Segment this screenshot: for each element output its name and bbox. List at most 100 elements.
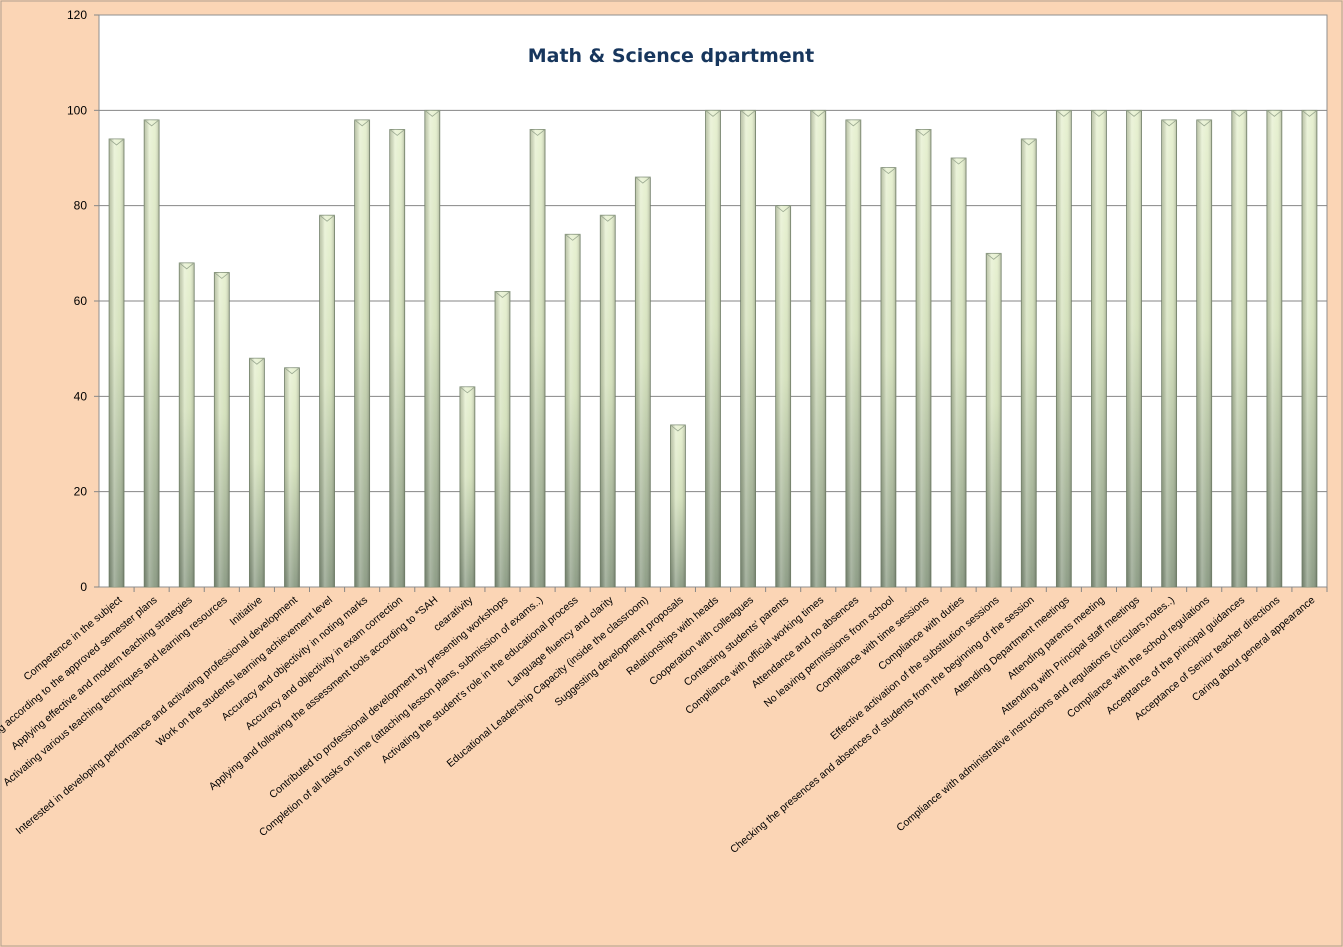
bar (670, 424, 686, 588)
bar-shading (1301, 110, 1317, 587)
bar (705, 109, 721, 588)
bar-shading (775, 205, 791, 587)
bar-shading (144, 119, 160, 587)
bar-shading (565, 234, 581, 587)
bar-top-cap (1301, 110, 1318, 117)
bar-shading (845, 119, 861, 587)
bar-shading (1091, 110, 1107, 587)
bar-shading (424, 110, 440, 587)
bar-top-cap (775, 205, 791, 213)
bar-top-cap (635, 176, 651, 184)
bar-top-cap (424, 110, 441, 117)
bar-shading (530, 129, 546, 587)
bar-shading (916, 129, 932, 587)
bar-top-cap (1021, 138, 1037, 146)
bar (599, 214, 616, 588)
bar (985, 252, 1002, 588)
bar (740, 109, 756, 588)
x-category-label: Applying and following the assessment to… (207, 594, 441, 793)
bar-top-cap (1196, 119, 1212, 127)
bar-shading (109, 138, 125, 587)
y-tick-label: 80 (74, 199, 88, 213)
bar-shading (986, 253, 1002, 588)
y-tick-label: 0 (80, 580, 87, 594)
bar-shading (810, 110, 826, 587)
bar (284, 367, 300, 588)
bar-top-cap (1091, 110, 1107, 117)
bar (213, 271, 230, 588)
chart-title: Math & Science dpartment (528, 45, 815, 67)
bar-top-cap (178, 262, 195, 270)
bar (1091, 109, 1107, 588)
bar-top-cap (1126, 110, 1142, 117)
y-axis-ticks: 0 20 40 60 80 100 120 (67, 8, 99, 594)
bar-shading (354, 119, 370, 587)
bar-shading (319, 215, 335, 587)
bar-shading (1231, 110, 1247, 587)
bar-top-cap (1231, 110, 1248, 117)
bar (775, 205, 792, 588)
bar-top-cap (950, 157, 967, 165)
bar (529, 128, 546, 588)
bar (494, 291, 511, 588)
bar-top-cap (670, 424, 686, 432)
bar (354, 119, 371, 588)
bar-shading (1196, 119, 1212, 587)
bar-top-cap (599, 214, 616, 222)
bar-top-cap (810, 110, 827, 117)
bar (634, 176, 651, 588)
bar-top-cap (249, 357, 265, 365)
bar-top-cap (1161, 119, 1177, 127)
bar (1196, 119, 1213, 588)
bar-shading (880, 167, 896, 588)
bar-top-cap (459, 386, 476, 394)
bar (178, 262, 195, 588)
bar (1301, 109, 1318, 588)
bar-top-cap (705, 110, 721, 117)
bar-shading (284, 367, 300, 587)
bar-shading (389, 129, 405, 587)
bar (915, 128, 932, 588)
bar (389, 128, 406, 588)
bar-top-cap (494, 291, 511, 298)
bar-top-cap (108, 138, 125, 146)
bar (1231, 109, 1248, 588)
y-tick-label: 60 (74, 294, 88, 308)
bar-top-cap (354, 119, 370, 127)
bar-shading (1021, 138, 1037, 587)
bars (108, 109, 1318, 588)
x-category-label: Suggesting development proposals (552, 594, 685, 709)
bar-top-cap (529, 129, 546, 136)
bar (564, 233, 581, 588)
bar-shading (494, 291, 510, 587)
bar-top-cap (564, 233, 581, 241)
y-tick-label: 20 (74, 485, 88, 499)
bar-top-cap (915, 129, 932, 136)
bar-top-cap (1056, 110, 1072, 117)
bar-shading (600, 215, 616, 587)
bar-top-cap (740, 110, 756, 117)
bar (845, 119, 862, 588)
bar-shading (635, 177, 651, 588)
y-tick-label: 40 (74, 389, 88, 403)
bar-shading (1056, 110, 1072, 587)
bar (950, 157, 967, 588)
bar-shading (705, 110, 721, 587)
bar-top-cap (319, 214, 335, 222)
bar-shading (670, 424, 686, 587)
bar-shading (1126, 110, 1142, 587)
bar (424, 109, 441, 588)
bar (1266, 109, 1283, 588)
bar (459, 386, 476, 588)
bar-shading (1266, 110, 1282, 587)
bar-top-cap (985, 253, 1002, 260)
bar-shading (1161, 119, 1177, 587)
bar (143, 119, 160, 588)
bar (1020, 138, 1037, 588)
bar-shading (740, 110, 756, 587)
bar (248, 357, 265, 588)
bar-top-cap (143, 119, 160, 127)
bar-top-cap (1266, 110, 1283, 117)
